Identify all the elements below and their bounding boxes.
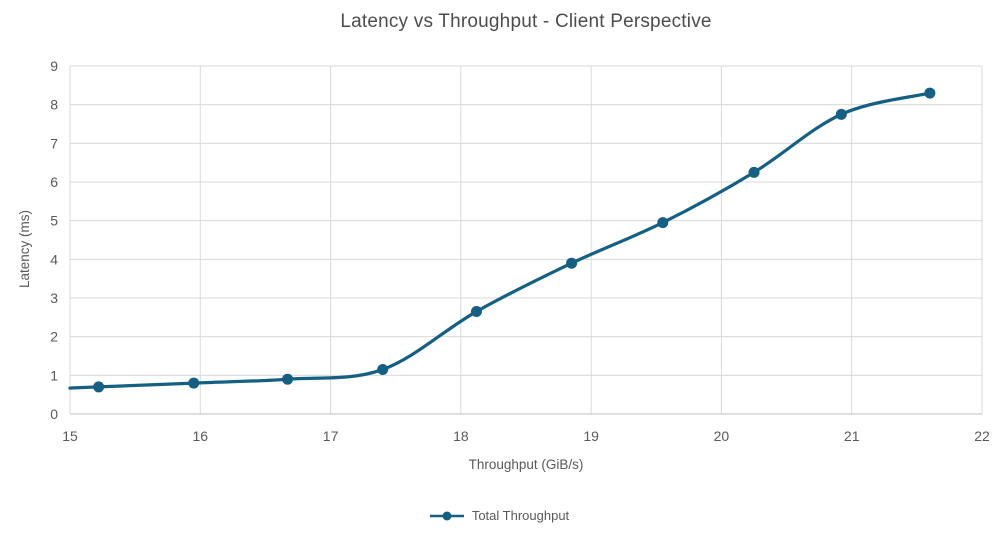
y-tick-label: 7 [50,135,58,151]
data-point-marker [566,257,578,269]
x-tick-label: 18 [453,428,469,444]
x-tick-label: 17 [323,428,339,444]
y-tick-label: 6 [50,174,58,190]
x-axis-title: Throughput (GiB/s) [468,457,584,472]
data-point-marker [924,87,936,99]
data-point-marker [93,381,105,393]
data-point-marker [657,217,669,229]
x-tick-label: 16 [192,428,208,444]
x-tick-label: 19 [583,428,599,444]
x-tick-label: 21 [844,428,860,444]
series-line [68,91,932,390]
y-tick-label: 4 [50,251,58,267]
data-point-marker [188,377,200,389]
legend-line-marker-icon [429,511,464,520]
y-tick-label: 1 [50,367,58,383]
data-point-marker [470,306,482,318]
data-point-marker [835,108,847,120]
y-tick-label: 3 [50,290,58,306]
legend-series-label: Total Throughput [471,508,570,523]
y-tick-label: 5 [50,213,58,229]
data-point-marker [282,373,294,385]
x-tick-label: 15 [62,428,78,444]
data-point-marker [748,166,760,178]
x-tick-label: 22 [974,428,990,444]
y-tick-label: 0 [50,406,58,422]
x-tick-label: 20 [714,428,730,444]
y-axis-title: Latency (ms) [17,209,32,289]
chart-title: Latency vs Throughput - Client Perspecti… [340,11,712,32]
data-point-marker [377,364,389,376]
y-tick-label: 8 [50,97,58,113]
y-tick-label: 9 [50,58,58,74]
y-tick-label: 2 [50,329,58,345]
legend: Total Throughput [0,508,999,523]
